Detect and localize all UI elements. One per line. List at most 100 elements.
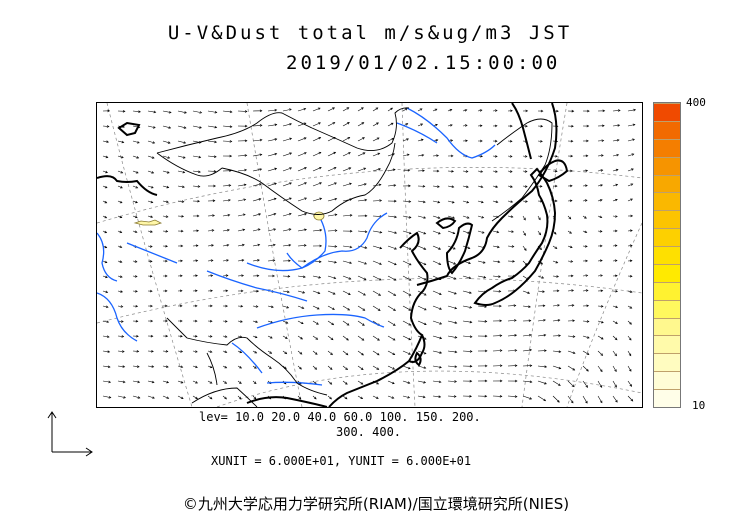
wind-arrow bbox=[552, 350, 562, 353]
wind-arrow bbox=[477, 334, 488, 338]
wind-arrow bbox=[162, 380, 170, 384]
wind-arrow bbox=[342, 260, 353, 265]
wind-arrow bbox=[612, 320, 618, 324]
wind-arrow bbox=[417, 395, 426, 399]
wind-arrow bbox=[417, 200, 426, 204]
wind-arrow bbox=[237, 168, 248, 172]
wind-arrow bbox=[327, 380, 333, 385]
wind-arrow bbox=[147, 110, 157, 114]
wind-arrow bbox=[117, 290, 124, 293]
wind-arrow bbox=[252, 305, 259, 308]
wind-arrow bbox=[507, 185, 513, 188]
colorbar-swatch bbox=[654, 156, 680, 175]
wind-arrow bbox=[282, 243, 292, 247]
wind-arrow bbox=[387, 290, 397, 296]
wind-arrow bbox=[162, 230, 169, 233]
wind-arrow bbox=[582, 365, 589, 372]
wind-arrow bbox=[132, 170, 139, 174]
wind-arrow bbox=[102, 350, 111, 354]
wind-arrow bbox=[552, 260, 559, 264]
wind-arrow bbox=[252, 274, 260, 278]
wind-arrow bbox=[282, 108, 292, 112]
wind-arrow bbox=[627, 305, 633, 309]
wind-arrow bbox=[537, 139, 543, 143]
wind-arrow bbox=[372, 335, 380, 341]
wind-arrow bbox=[267, 350, 273, 354]
wind-arrow bbox=[162, 289, 168, 293]
wind-arrow bbox=[507, 259, 515, 263]
wind-arrow bbox=[387, 350, 396, 355]
wind-arrow bbox=[342, 182, 352, 187]
wind-arrow bbox=[597, 215, 603, 219]
wind-arrow bbox=[327, 365, 333, 370]
wind-arrow bbox=[522, 290, 531, 294]
wind-arrow bbox=[567, 184, 573, 188]
wind-arrow bbox=[612, 274, 618, 278]
wind-arrow bbox=[147, 334, 154, 338]
wind-arrow bbox=[567, 335, 576, 338]
wind-arrow bbox=[432, 185, 440, 188]
wind-arrow bbox=[207, 380, 213, 384]
wind-arrow bbox=[312, 305, 320, 310]
wind-arrow bbox=[462, 185, 469, 189]
wind-arrow bbox=[192, 229, 200, 233]
wind-arrow bbox=[552, 154, 558, 158]
wind-arrow bbox=[327, 151, 337, 157]
wind-arrow bbox=[477, 185, 484, 189]
wind-arrow bbox=[552, 184, 558, 188]
wind-arrow bbox=[147, 170, 155, 174]
wind-arrow bbox=[177, 380, 184, 384]
wind-arrow bbox=[597, 320, 604, 324]
wind-arrow bbox=[132, 230, 138, 233]
wind-arrow bbox=[522, 333, 532, 337]
wind-arrow bbox=[507, 304, 517, 307]
wind-arrow bbox=[387, 245, 397, 250]
wind-arrow bbox=[492, 245, 500, 249]
wind-arrow bbox=[462, 170, 469, 173]
wind-arrow bbox=[387, 168, 396, 172]
wind-arrow bbox=[357, 350, 364, 356]
wind-arrow bbox=[492, 109, 498, 112]
wind-arrow bbox=[567, 215, 572, 220]
wind-arrow bbox=[432, 365, 442, 369]
wind-arrow bbox=[582, 154, 589, 158]
wind-arrow bbox=[117, 200, 123, 204]
wind-arrow bbox=[252, 335, 258, 339]
wind-arrow bbox=[102, 275, 108, 279]
wind-arrow bbox=[132, 334, 139, 338]
wind-arrow bbox=[462, 320, 473, 324]
wind-arrow bbox=[147, 155, 155, 159]
wind-arrow bbox=[342, 245, 353, 249]
wind-arrow bbox=[207, 319, 213, 323]
wind-arrow bbox=[162, 304, 168, 308]
wind-arrow bbox=[612, 395, 618, 403]
wind-arrow bbox=[477, 260, 486, 264]
wind-arrow bbox=[177, 200, 185, 203]
colorbar-swatch bbox=[654, 281, 680, 300]
wind-arrow bbox=[582, 259, 588, 263]
wind-arrow bbox=[327, 213, 338, 217]
wind-arrow bbox=[477, 320, 488, 323]
wind-arrow bbox=[627, 214, 634, 218]
wind-arrow bbox=[552, 380, 561, 386]
wind-arrow bbox=[177, 155, 186, 159]
wind-arrow bbox=[207, 335, 213, 338]
wind-arrow bbox=[567, 154, 574, 158]
wind-arrow bbox=[297, 197, 308, 202]
wind-arrow bbox=[522, 348, 533, 352]
wind-arrow bbox=[492, 290, 502, 293]
wind-arrow bbox=[207, 365, 213, 369]
wind-arrow bbox=[357, 107, 364, 112]
wind-arrow bbox=[447, 154, 454, 158]
wind-arrow bbox=[297, 212, 308, 217]
wind-arrow bbox=[102, 305, 109, 309]
wind-arrow bbox=[282, 350, 288, 355]
wind-arrow bbox=[627, 123, 636, 127]
unit-scale-text: XUNIT = 6.000E+01, YUNIT = 6.000E+01 bbox=[211, 454, 472, 468]
wind-arrow bbox=[447, 230, 456, 235]
wind-arrow bbox=[627, 365, 632, 372]
wind-arrow bbox=[192, 304, 198, 308]
wind-arrow bbox=[192, 110, 203, 114]
wind-arrow bbox=[387, 335, 396, 341]
wind-arrow bbox=[237, 259, 245, 262]
